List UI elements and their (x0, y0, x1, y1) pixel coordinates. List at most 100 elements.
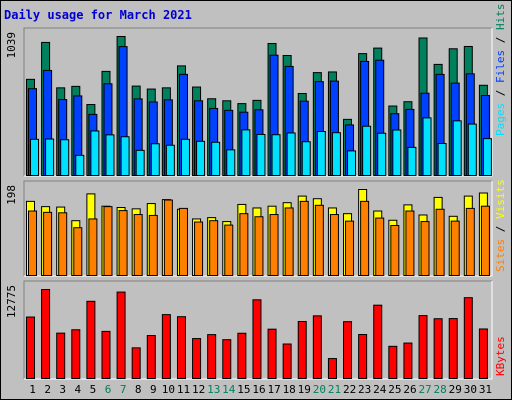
bar-kbytes (478, 328, 488, 380)
bar-kbytes (358, 334, 368, 379)
bar-sites (239, 213, 249, 277)
legend-separator: / (494, 219, 507, 239)
axis-max-label: 12775 (5, 285, 18, 318)
bar-pages (30, 138, 39, 176)
bar-pages (331, 132, 341, 176)
legend-visits-sites: Sites / Visits (494, 179, 507, 272)
day-label: 14 (222, 383, 236, 396)
bar-kbytes (448, 318, 458, 380)
day-label: 11 (177, 383, 190, 396)
day-label: 27 (418, 383, 431, 396)
axis-max-label: 1039 (5, 32, 18, 59)
day-label: 6 (105, 383, 112, 396)
bar-pages (482, 138, 492, 177)
bar-kbytes (237, 332, 247, 379)
day-label: 12 (192, 383, 205, 396)
bar-sites (163, 199, 173, 276)
bar-sites (88, 218, 98, 276)
bar-sites (58, 212, 68, 276)
bar-pages (45, 138, 55, 177)
panel-border-shadow (23, 180, 492, 276)
bar-pages (256, 133, 266, 177)
day-label: 8 (135, 383, 142, 396)
bar-sites (254, 216, 264, 277)
day-label: 5 (90, 383, 97, 396)
bar-kbytes (56, 332, 66, 379)
bar-kbytes (252, 299, 262, 379)
bar-kbytes (403, 342, 413, 380)
legend-separator: / (494, 83, 507, 103)
bar-kbytes (463, 297, 473, 380)
bar-pages (301, 141, 311, 177)
bar-sites (405, 210, 415, 276)
panel-border-highlight (24, 181, 493, 277)
bar-pages (211, 141, 221, 176)
day-label: 3 (59, 383, 66, 396)
bar-pages (226, 149, 236, 176)
bar-sites (360, 200, 370, 276)
bar-kbytes (146, 335, 156, 380)
day-label: 31 (479, 383, 492, 396)
bar-kbytes (388, 345, 398, 379)
bar-kbytes (433, 318, 443, 380)
day-label: 18 (283, 383, 296, 396)
bar-pages (105, 134, 115, 177)
bar-kbytes (373, 304, 383, 379)
bar-sites (133, 214, 143, 276)
bar-sites (73, 227, 83, 277)
bar-kbytes (86, 300, 96, 379)
legend-hits-files-pages: Pages / Files / Hits (494, 4, 507, 137)
bar-kbytes (101, 330, 111, 379)
bar-pages (437, 142, 447, 176)
bar-sites (224, 224, 234, 277)
bar-sites (314, 204, 324, 276)
bar-kbytes (327, 358, 337, 379)
day-label: 24 (373, 383, 387, 396)
legend-hits: Hits (494, 4, 507, 31)
bar-pages (286, 132, 296, 177)
day-label: 29 (449, 383, 462, 396)
bar-pages (196, 140, 206, 177)
bar-pages (271, 134, 281, 176)
day-label: 7 (120, 383, 127, 396)
bar-sites (480, 205, 490, 277)
bar-sites (194, 221, 204, 276)
day-label: 9 (150, 383, 157, 396)
day-label: 28 (434, 383, 447, 396)
bar-sites (178, 207, 188, 276)
bar-sites (329, 214, 339, 276)
bar-sites (420, 221, 430, 277)
bar-pages (165, 144, 175, 176)
bar-pages (75, 154, 85, 177)
bar-sites (148, 214, 158, 276)
bar-kbytes (418, 315, 428, 379)
day-label: 23 (358, 383, 371, 396)
day-label: 15 (237, 383, 250, 396)
bar-kbytes (71, 329, 81, 380)
bar-pages (362, 125, 372, 176)
bar-pages (377, 132, 387, 176)
bar-kbytes (207, 334, 217, 379)
bar-kbytes (161, 314, 171, 380)
day-label: 1 (29, 383, 36, 396)
bar-sites (284, 207, 294, 276)
legend-kbytes: KBytes (494, 336, 507, 376)
bar-pages (90, 130, 100, 176)
bar-pages (180, 138, 190, 176)
day-label: 19 (298, 383, 311, 396)
chart-title: Daily usage for March 2021 (4, 8, 192, 22)
day-label: 4 (75, 383, 82, 396)
legend-files: Files (494, 50, 507, 83)
bar-kbytes (297, 320, 307, 380)
bar-pages (120, 136, 130, 177)
legend-visits: Visits (494, 179, 507, 219)
bar-kbytes (267, 328, 277, 379)
bar-sites (375, 217, 385, 276)
bar-sites (269, 214, 279, 276)
legend-kbytes: KBytes (494, 336, 507, 376)
bar-pages (467, 123, 477, 176)
bar-kbytes (176, 316, 186, 380)
bar-sites (465, 207, 475, 276)
bar-kbytes (116, 291, 126, 380)
bar-pages (241, 129, 251, 176)
